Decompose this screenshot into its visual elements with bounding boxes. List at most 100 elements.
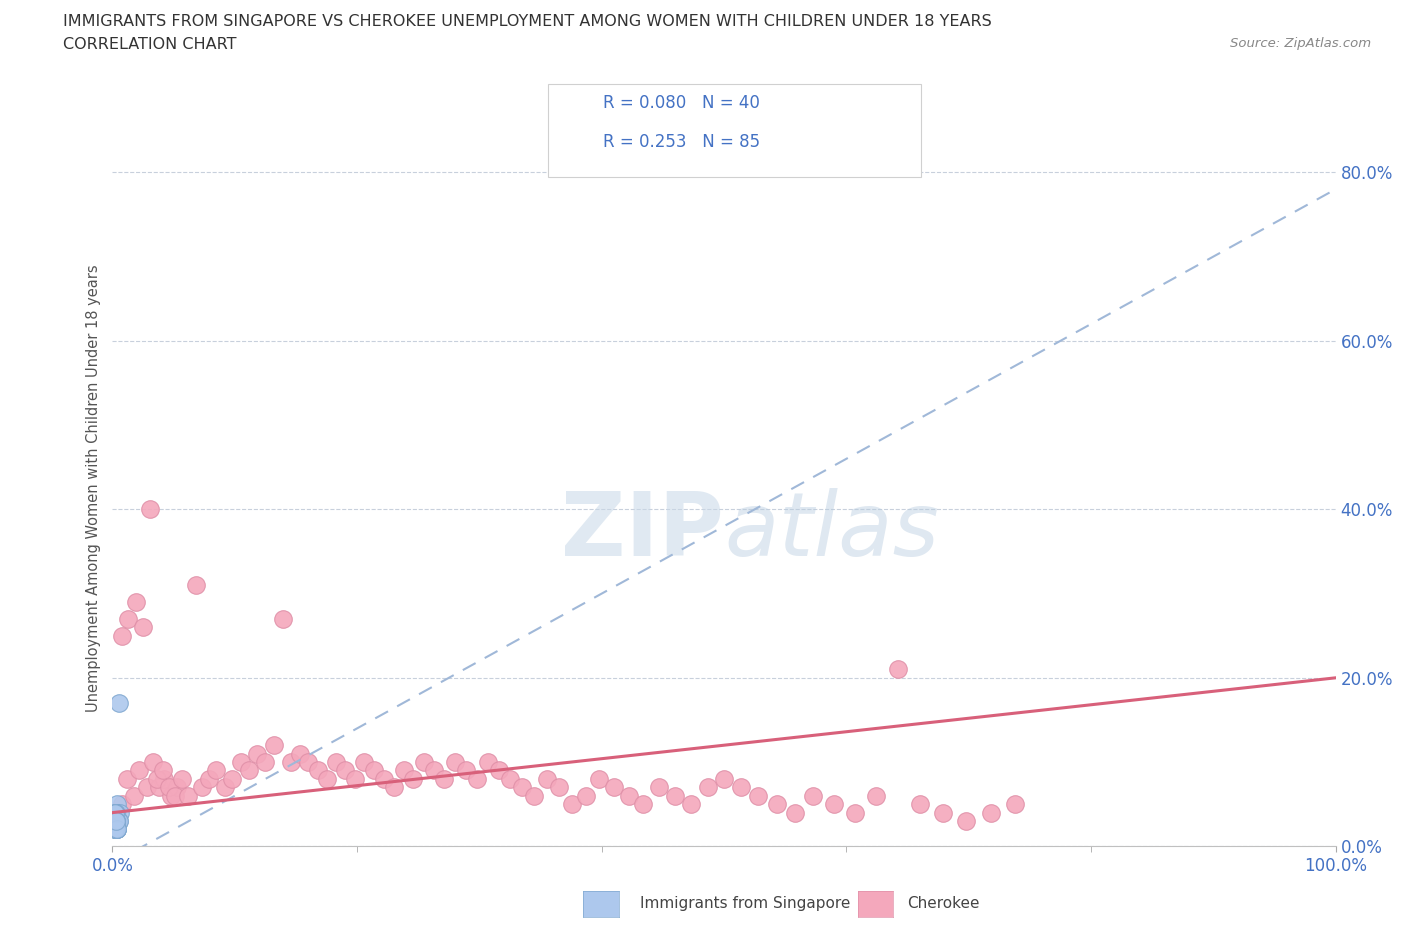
Point <box>510 780 533 795</box>
Text: ZIP: ZIP <box>561 487 724 575</box>
Point <box>104 814 127 829</box>
Point <box>160 789 183 804</box>
Point <box>105 814 128 829</box>
Point <box>221 772 243 787</box>
Point <box>454 763 477 777</box>
Point <box>152 763 174 777</box>
Point <box>254 754 277 769</box>
Point <box>297 754 319 769</box>
Point <box>887 662 910 677</box>
Point <box>104 814 127 829</box>
Point <box>105 814 128 829</box>
Point <box>104 805 127 820</box>
Point <box>280 754 302 769</box>
Point <box>166 780 188 795</box>
Text: Immigrants from Singapore: Immigrants from Singapore <box>640 897 851 911</box>
Point <box>561 797 583 812</box>
Point <box>125 594 148 609</box>
Point <box>104 822 127 837</box>
Point <box>105 814 128 829</box>
Point <box>373 772 395 787</box>
Point <box>465 772 488 787</box>
Point <box>105 822 128 837</box>
Point <box>105 822 128 837</box>
Text: Cherokee: Cherokee <box>907 897 980 911</box>
Point <box>105 822 128 837</box>
Point <box>765 797 787 812</box>
Point <box>105 805 128 820</box>
Point <box>105 814 128 829</box>
Point <box>104 822 127 837</box>
Point <box>333 763 356 777</box>
Point <box>246 746 269 761</box>
Point <box>163 789 186 804</box>
Point <box>747 789 769 804</box>
Point <box>288 746 311 761</box>
Point <box>697 780 720 795</box>
Point <box>633 797 655 812</box>
Point <box>238 763 260 777</box>
Point <box>205 763 228 777</box>
Point <box>105 814 128 829</box>
Point <box>177 789 200 804</box>
Point <box>444 754 467 769</box>
Point <box>105 822 128 837</box>
Point <box>111 797 134 812</box>
Point <box>229 754 252 769</box>
Point <box>105 814 128 829</box>
Point <box>135 780 157 795</box>
Point <box>104 814 127 829</box>
Point <box>104 822 127 837</box>
Point <box>191 780 214 795</box>
Point <box>730 780 752 795</box>
Point <box>588 772 610 787</box>
Point <box>932 805 955 820</box>
Point <box>104 805 127 820</box>
Point <box>980 805 1002 820</box>
Point <box>955 814 977 829</box>
Point <box>263 737 285 752</box>
Point <box>153 772 176 787</box>
Point <box>803 789 825 804</box>
Point <box>105 822 128 837</box>
Point <box>128 763 150 777</box>
Point <box>105 805 128 820</box>
Point <box>343 772 366 787</box>
Point <box>823 797 845 812</box>
Point <box>865 789 887 804</box>
Point <box>105 814 128 829</box>
Point <box>104 805 127 820</box>
Point <box>214 780 236 795</box>
Point <box>548 780 571 795</box>
Point <box>433 772 456 787</box>
Point <box>148 780 170 795</box>
Point <box>664 789 686 804</box>
Point <box>844 805 866 820</box>
Point <box>488 763 510 777</box>
Point <box>105 814 128 829</box>
Point <box>111 629 134 644</box>
Point <box>603 780 626 795</box>
Text: R = 0.080   N = 40: R = 0.080 N = 40 <box>603 94 761 112</box>
Point <box>104 822 127 837</box>
Point <box>617 789 640 804</box>
Point <box>105 814 128 829</box>
Point <box>107 696 129 711</box>
Point <box>315 772 337 787</box>
Point <box>413 754 436 769</box>
Text: IMMIGRANTS FROM SINGAPORE VS CHEROKEE UNEMPLOYMENT AMONG WOMEN WITH CHILDREN UND: IMMIGRANTS FROM SINGAPORE VS CHEROKEE UN… <box>63 14 993 29</box>
Point <box>271 611 294 626</box>
Point <box>142 754 165 769</box>
Point <box>107 814 129 829</box>
Point <box>198 772 221 787</box>
Point <box>104 814 127 829</box>
Text: CORRELATION CHART: CORRELATION CHART <box>63 37 236 52</box>
Point <box>307 763 329 777</box>
Point <box>908 797 931 812</box>
Point <box>105 797 128 812</box>
Text: atlas: atlas <box>724 488 939 574</box>
Point <box>157 780 180 795</box>
Point <box>713 772 735 787</box>
Point <box>105 805 128 820</box>
Point <box>108 805 131 820</box>
